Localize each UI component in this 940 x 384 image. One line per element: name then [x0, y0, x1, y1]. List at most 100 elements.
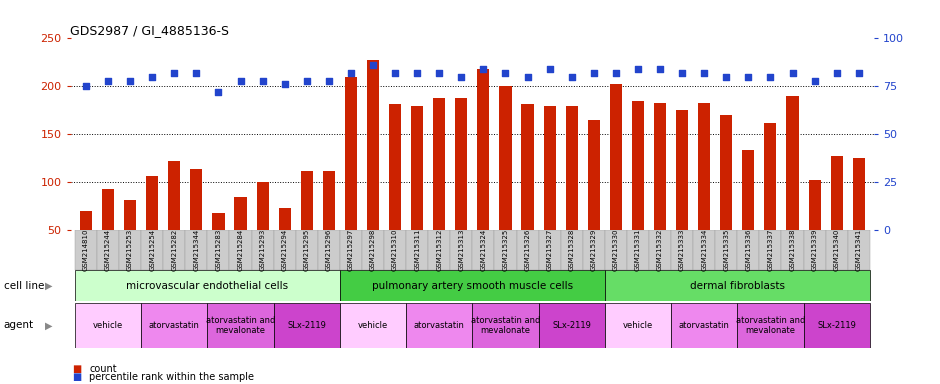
Bar — [80, 211, 92, 278]
Text: percentile rank within the sample: percentile rank within the sample — [89, 372, 255, 382]
Bar — [715, 230, 737, 270]
Bar — [301, 171, 313, 278]
Bar — [406, 303, 472, 348]
Text: GSM215326: GSM215326 — [525, 229, 530, 271]
Text: atorvastatin and
mevalonate: atorvastatin and mevalonate — [206, 316, 275, 335]
Bar — [429, 230, 450, 270]
Bar — [566, 106, 578, 278]
Bar — [75, 230, 97, 270]
Bar — [737, 230, 760, 270]
Text: GSM215325: GSM215325 — [503, 229, 509, 271]
Bar — [97, 230, 119, 270]
Bar — [75, 303, 141, 348]
Text: microvascular endothelial cells: microvascular endothelial cells — [126, 281, 289, 291]
Point — [631, 66, 646, 72]
Text: GSM215336: GSM215336 — [745, 229, 751, 271]
Point — [476, 66, 491, 72]
Bar — [141, 230, 164, 270]
Bar — [588, 120, 600, 278]
Bar — [808, 180, 821, 278]
Point — [101, 78, 116, 84]
Point — [410, 70, 425, 76]
Point — [520, 74, 535, 80]
Point — [343, 70, 358, 76]
Bar — [384, 230, 406, 270]
Bar — [693, 230, 715, 270]
Text: atorvastatin and
mevalonate: atorvastatin and mevalonate — [471, 316, 540, 335]
Text: GSM215329: GSM215329 — [590, 229, 597, 271]
Bar — [560, 230, 583, 270]
Text: GSM215296: GSM215296 — [326, 229, 332, 271]
Text: atorvastatin and
mevalonate: atorvastatin and mevalonate — [736, 316, 806, 335]
Bar — [539, 303, 604, 348]
Point — [233, 78, 248, 84]
Point — [608, 70, 623, 76]
Point — [741, 74, 756, 80]
Bar — [764, 123, 776, 278]
Text: GSM215293: GSM215293 — [259, 229, 266, 271]
Bar — [450, 230, 472, 270]
Text: GSM215254: GSM215254 — [149, 229, 155, 271]
Bar — [406, 230, 429, 270]
Bar — [522, 104, 534, 278]
Bar — [362, 230, 384, 270]
Bar — [516, 230, 539, 270]
Text: GSM215295: GSM215295 — [304, 229, 310, 271]
Text: GSM215338: GSM215338 — [790, 229, 795, 271]
Bar — [455, 98, 467, 278]
Text: GSM215327: GSM215327 — [547, 229, 553, 271]
Bar — [698, 103, 711, 278]
Text: GSM215312: GSM215312 — [436, 229, 442, 271]
Bar — [185, 230, 208, 270]
Bar — [340, 230, 362, 270]
Text: GSM215282: GSM215282 — [171, 229, 178, 271]
Bar — [229, 230, 252, 270]
Text: GSM215333: GSM215333 — [679, 229, 685, 271]
Bar — [212, 213, 225, 278]
Text: dermal fibroblasts: dermal fibroblasts — [690, 281, 785, 291]
Point — [564, 74, 579, 80]
Text: SLx-2119: SLx-2119 — [817, 321, 856, 330]
Bar — [119, 230, 141, 270]
Bar — [604, 303, 671, 348]
Text: GSM215344: GSM215344 — [194, 229, 199, 271]
Point — [587, 70, 602, 76]
Text: GSM215330: GSM215330 — [613, 229, 619, 271]
Bar — [257, 182, 269, 278]
Text: vehicle: vehicle — [623, 321, 653, 330]
Bar — [632, 101, 644, 278]
Bar — [478, 69, 490, 278]
Point — [211, 89, 226, 95]
Bar — [804, 230, 825, 270]
Bar — [583, 230, 604, 270]
Bar — [499, 86, 511, 278]
Bar — [296, 230, 318, 270]
Text: GSM215283: GSM215283 — [215, 229, 222, 271]
Text: GSM215310: GSM215310 — [392, 229, 398, 271]
Text: cell line: cell line — [4, 281, 44, 291]
Bar — [671, 303, 737, 348]
Bar — [208, 303, 274, 348]
Bar — [102, 189, 114, 278]
Text: GSM215284: GSM215284 — [238, 229, 243, 271]
Bar — [743, 150, 755, 278]
Point — [829, 70, 844, 76]
Bar — [345, 77, 357, 278]
Point — [277, 81, 292, 88]
Text: GSM215334: GSM215334 — [701, 229, 707, 271]
Point — [255, 78, 270, 84]
Bar — [853, 158, 865, 278]
Bar — [190, 169, 202, 278]
Text: GSM215341: GSM215341 — [855, 229, 862, 271]
Point — [498, 70, 513, 76]
Point — [852, 70, 867, 76]
Bar — [831, 156, 843, 278]
Bar — [124, 200, 136, 278]
Bar — [649, 230, 671, 270]
Text: atorvastatin: atorvastatin — [149, 321, 199, 330]
Text: GSM215337: GSM215337 — [767, 229, 774, 271]
Point — [78, 83, 93, 89]
Text: ▶: ▶ — [45, 320, 53, 331]
Text: vehicle: vehicle — [358, 321, 388, 330]
Bar — [627, 230, 649, 270]
